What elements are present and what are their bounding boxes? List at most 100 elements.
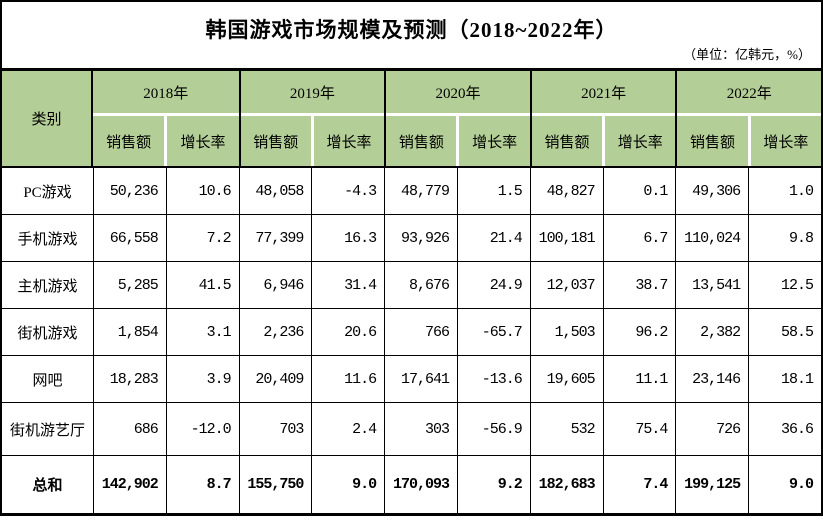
growth-value-cell: 11.1 xyxy=(603,356,676,402)
year-header-cell: 2022年 xyxy=(677,71,821,113)
sales-value-cell: 6,946 xyxy=(239,262,312,308)
growth-value-cell: 20.6 xyxy=(312,309,385,355)
sales-subheader-cell: 销售额 xyxy=(386,116,457,166)
sales-value-cell: 5,285 xyxy=(94,262,166,308)
sales-value-cell: 12,037 xyxy=(530,262,603,308)
sales-value-cell: 142,902 xyxy=(94,456,166,513)
category-header-cell: 类别 xyxy=(2,71,93,166)
sales-value-cell: 686 xyxy=(94,403,166,455)
growth-value-cell: 7.4 xyxy=(603,456,676,513)
growth-subheader-cell: 增长率 xyxy=(167,116,239,166)
growth-value-cell: 75.4 xyxy=(603,403,676,455)
year-block-2022: 2022年 销售额 增长率 xyxy=(675,71,821,166)
growth-value-cell: 58.5 xyxy=(749,309,821,355)
sales-value-cell: 1,854 xyxy=(94,309,166,355)
growth-value-cell: 0.1 xyxy=(603,168,676,214)
category-cell: 手机游戏 xyxy=(2,215,93,261)
year-header-cell: 2018年 xyxy=(93,71,239,113)
growth-value-cell: 36.6 xyxy=(749,403,821,455)
sales-value-cell: 13,541 xyxy=(676,262,749,308)
sales-value-cell: 48,779 xyxy=(385,168,457,214)
table-header: 类别 2018年 销售额 增长率 2019年 销售额 增长率 2020年 销售额 增长率 2021… xyxy=(2,68,821,168)
category-cell: 网吧 xyxy=(2,356,93,402)
year-header-cell: 2020年 xyxy=(386,71,530,113)
sales-value-cell: 100,181 xyxy=(530,215,603,261)
sales-value-cell: 77,399 xyxy=(239,215,312,261)
growth-value-cell: 11.6 xyxy=(312,356,385,402)
sales-value-cell: 2,236 xyxy=(239,309,312,355)
sales-value-cell: 19,605 xyxy=(530,356,603,402)
sales-value-cell: 48,827 xyxy=(530,168,603,214)
growth-value-cell: 24.9 xyxy=(458,262,530,308)
growth-value-cell: 3.9 xyxy=(166,356,239,402)
sales-value-cell: 48,058 xyxy=(239,168,312,214)
growth-value-cell: -12.0 xyxy=(166,403,239,455)
growth-value-cell: 9.2 xyxy=(458,456,530,513)
title-area: 韩国游戏市场规模及预测（2018~2022年） （单位：亿韩元，%） xyxy=(2,2,821,68)
year-block-2020: 2020年 销售额 增长率 xyxy=(384,71,530,166)
growth-value-cell: 1.5 xyxy=(458,168,530,214)
sales-value-cell: 110,024 xyxy=(676,215,749,261)
sales-value-cell: 1,503 xyxy=(530,309,603,355)
sales-value-cell: 2,382 xyxy=(676,309,749,355)
year-block-2021: 2021年 销售额 增长率 xyxy=(529,71,676,166)
sales-value-cell: 8,676 xyxy=(385,262,457,308)
sales-value-cell: 199,125 xyxy=(676,456,749,513)
growth-value-cell: 2.4 xyxy=(312,403,385,455)
growth-subheader-cell: 增长率 xyxy=(750,116,821,166)
page-title: 韩国游戏市场规模及预测（2018~2022年） xyxy=(205,18,618,42)
growth-value-cell: 38.7 xyxy=(603,262,676,308)
growth-value-cell: 31.4 xyxy=(312,262,385,308)
sales-value-cell: 726 xyxy=(676,403,749,455)
growth-value-cell: 10.6 xyxy=(166,168,239,214)
category-cell: 街机游戏 xyxy=(2,309,93,355)
sales-value-cell: 182,683 xyxy=(530,456,603,513)
growth-value-cell: 21.4 xyxy=(458,215,530,261)
growth-value-cell: -4.3 xyxy=(312,168,385,214)
sales-value-cell: 155,750 xyxy=(239,456,312,513)
growth-value-cell: -13.6 xyxy=(458,356,530,402)
sales-value-cell: 66,558 xyxy=(94,215,166,261)
sales-value-cell: 50,236 xyxy=(94,168,166,214)
year-header-cell: 2019年 xyxy=(240,71,385,113)
growth-value-cell: 41.5 xyxy=(166,262,239,308)
growth-value-cell: 96.2 xyxy=(603,309,676,355)
sales-subheader-cell: 销售额 xyxy=(531,116,603,166)
category-cell: 街机游艺厅 xyxy=(2,403,93,455)
growth-value-cell: 8.7 xyxy=(166,456,239,513)
sales-value-cell: 18,283 xyxy=(94,356,166,402)
growth-value-cell: 12.5 xyxy=(749,262,821,308)
growth-value-cell: 9.0 xyxy=(312,456,385,513)
growth-value-cell: 7.2 xyxy=(166,215,239,261)
sales-value-cell: 532 xyxy=(530,403,603,455)
sales-value-cell: 170,093 xyxy=(385,456,457,513)
growth-value-cell: 18.1 xyxy=(749,356,821,402)
growth-value-cell: 6.7 xyxy=(603,215,676,261)
growth-subheader-cell: 增长率 xyxy=(459,116,530,166)
growth-value-cell: -56.9 xyxy=(458,403,530,455)
year-header-cell: 2021年 xyxy=(531,71,676,113)
sales-value-cell: 23,146 xyxy=(676,356,749,402)
sales-subheader-cell: 销售额 xyxy=(93,116,165,166)
growth-subheader-cell: 增长率 xyxy=(313,116,385,166)
sales-value-cell: 93,926 xyxy=(385,215,457,261)
sales-value-cell: 17,641 xyxy=(385,356,457,402)
sales-subheader-cell: 销售额 xyxy=(240,116,311,166)
sales-value-cell: 766 xyxy=(385,309,457,355)
category-cell: 总和 xyxy=(2,456,93,513)
year-block-2018: 2018年 销售额 增长率 xyxy=(93,71,239,166)
growth-value-cell: 3.1 xyxy=(166,309,239,355)
unit-note: （单位：亿韩元，%） xyxy=(683,47,811,62)
growth-value-cell: 9.0 xyxy=(749,456,821,513)
year-block-2019: 2019年 销售额 增长率 xyxy=(238,71,385,166)
category-cell: PC游戏 xyxy=(2,168,93,214)
table-body: PC游戏 50,236 10.6 48,058 -4.3 48,779 1.5 48,827 0… xyxy=(2,168,821,516)
growth-value-cell: 9.8 xyxy=(749,215,821,261)
sales-value-cell: 20,409 xyxy=(239,356,312,402)
sales-value-cell: 49,306 xyxy=(676,168,749,214)
sales-value-cell: 703 xyxy=(239,403,312,455)
growth-value-cell: 1.0 xyxy=(749,168,821,214)
sales-value-cell: 303 xyxy=(385,403,457,455)
